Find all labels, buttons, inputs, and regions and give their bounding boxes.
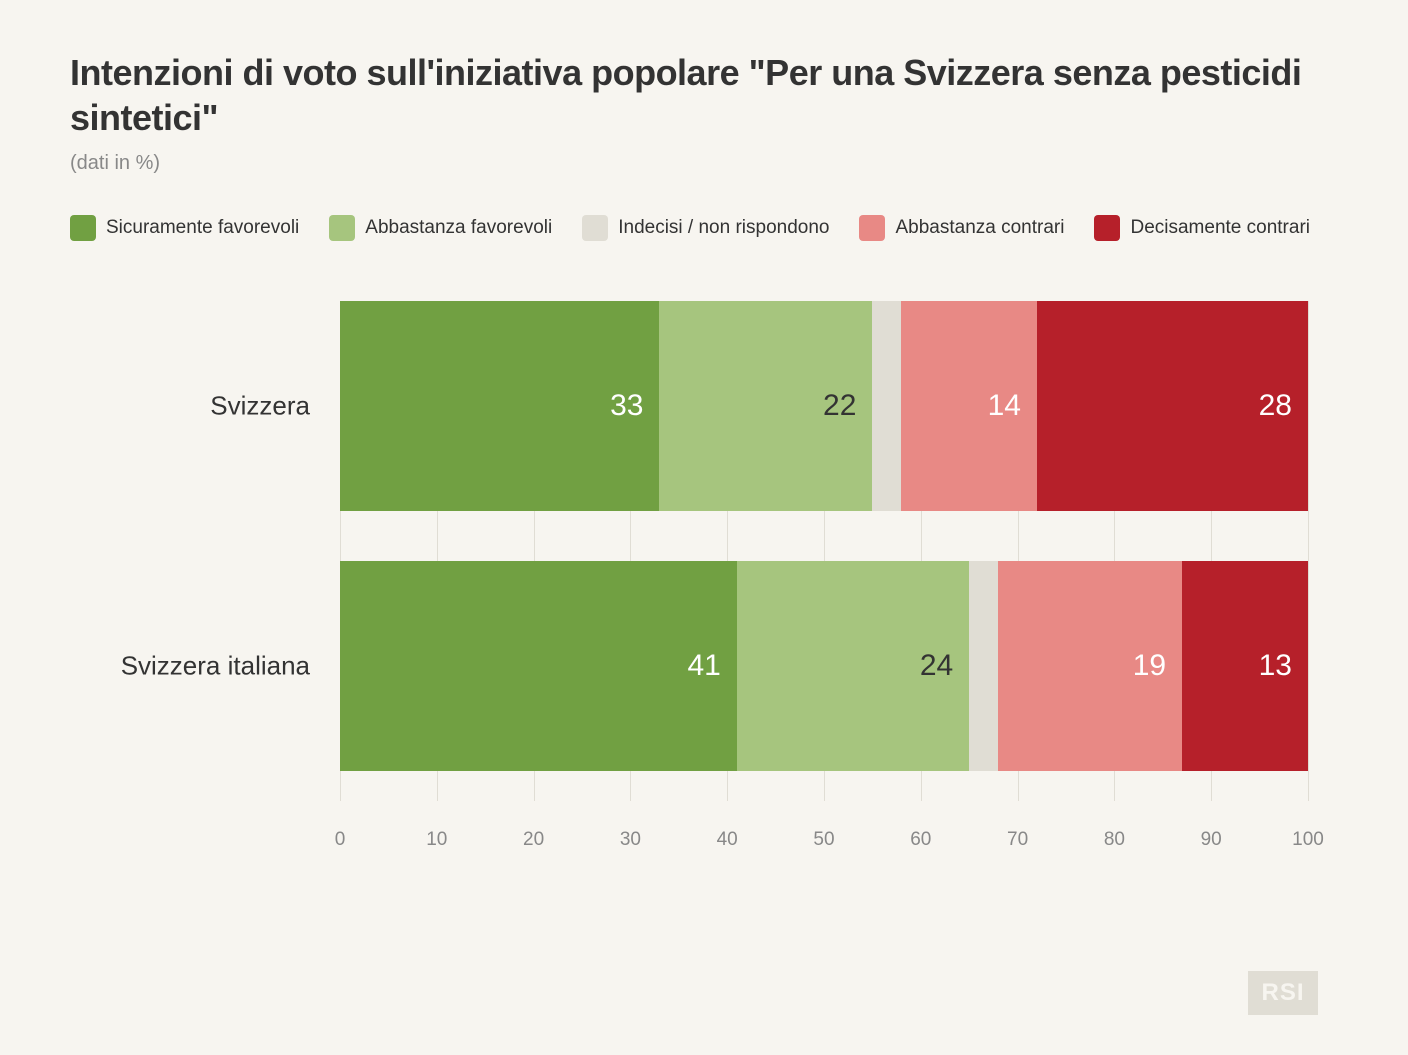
bar-segment: 22 xyxy=(659,301,872,511)
legend-label: Abbastanza contrari xyxy=(895,217,1064,239)
bar-segment: 14 xyxy=(901,301,1037,511)
legend-label: Abbastanza favorevoli xyxy=(365,217,552,239)
bar-segment: 28 xyxy=(1037,301,1308,511)
x-tick-label: 20 xyxy=(523,829,544,851)
category-label: Svizzera xyxy=(50,391,310,422)
legend-swatch xyxy=(329,215,355,241)
bar-segment: 41 xyxy=(340,561,737,771)
x-tick-label: 90 xyxy=(1201,829,1222,851)
gridline xyxy=(1308,301,1309,801)
rsi-logo: RSI xyxy=(1248,971,1318,1015)
bar-segment: 24 xyxy=(737,561,969,771)
x-tick-label: 80 xyxy=(1104,829,1125,851)
x-tick-label: 0 xyxy=(335,829,346,851)
legend-swatch xyxy=(1094,215,1120,241)
bar-segment: 19 xyxy=(998,561,1182,771)
legend-item: Abbastanza contrari xyxy=(859,215,1064,241)
bar-segment xyxy=(969,561,998,771)
legend-label: Decisamente contrari xyxy=(1130,217,1310,239)
legend-swatch xyxy=(582,215,608,241)
legend-swatch xyxy=(70,215,96,241)
bar-row: Svizzera italiana41241913 xyxy=(340,561,1308,771)
legend-label: Sicuramente favorevoli xyxy=(106,217,299,239)
legend-item: Abbastanza favorevoli xyxy=(329,215,552,241)
bar-row: Svizzera33221428 xyxy=(340,301,1308,511)
category-label: Svizzera italiana xyxy=(50,651,310,682)
x-tick-label: 10 xyxy=(426,829,447,851)
legend-item: Decisamente contrari xyxy=(1094,215,1310,241)
chart-subtitle: (dati in %) xyxy=(70,152,1318,175)
legend-label: Indecisi / non rispondono xyxy=(618,217,829,239)
chart-area: Svizzera33221428 Svizzera italiana4124191… xyxy=(340,301,1308,861)
bar-segment xyxy=(872,301,901,511)
x-axis: 0102030405060708090100 xyxy=(340,821,1308,861)
stacked-bar: 33221428 xyxy=(340,301,1308,511)
x-tick-label: 50 xyxy=(813,829,834,851)
chart-title: Intenzioni di voto sull'iniziativa popol… xyxy=(70,50,1318,140)
bar-segment: 33 xyxy=(340,301,659,511)
legend: Sicuramente favorevoli Abbastanza favorev… xyxy=(70,215,1318,241)
stacked-bar: 41241913 xyxy=(340,561,1308,771)
bars-container: Svizzera33221428 Svizzera italiana4124191… xyxy=(340,301,1308,771)
x-tick-label: 30 xyxy=(620,829,641,851)
x-tick-label: 100 xyxy=(1292,829,1324,851)
x-tick-label: 40 xyxy=(717,829,738,851)
x-tick-label: 70 xyxy=(1007,829,1028,851)
legend-swatch xyxy=(859,215,885,241)
x-tick-label: 60 xyxy=(910,829,931,851)
bar-segment: 13 xyxy=(1182,561,1308,771)
legend-item: Sicuramente favorevoli xyxy=(70,215,299,241)
legend-item: Indecisi / non rispondono xyxy=(582,215,829,241)
